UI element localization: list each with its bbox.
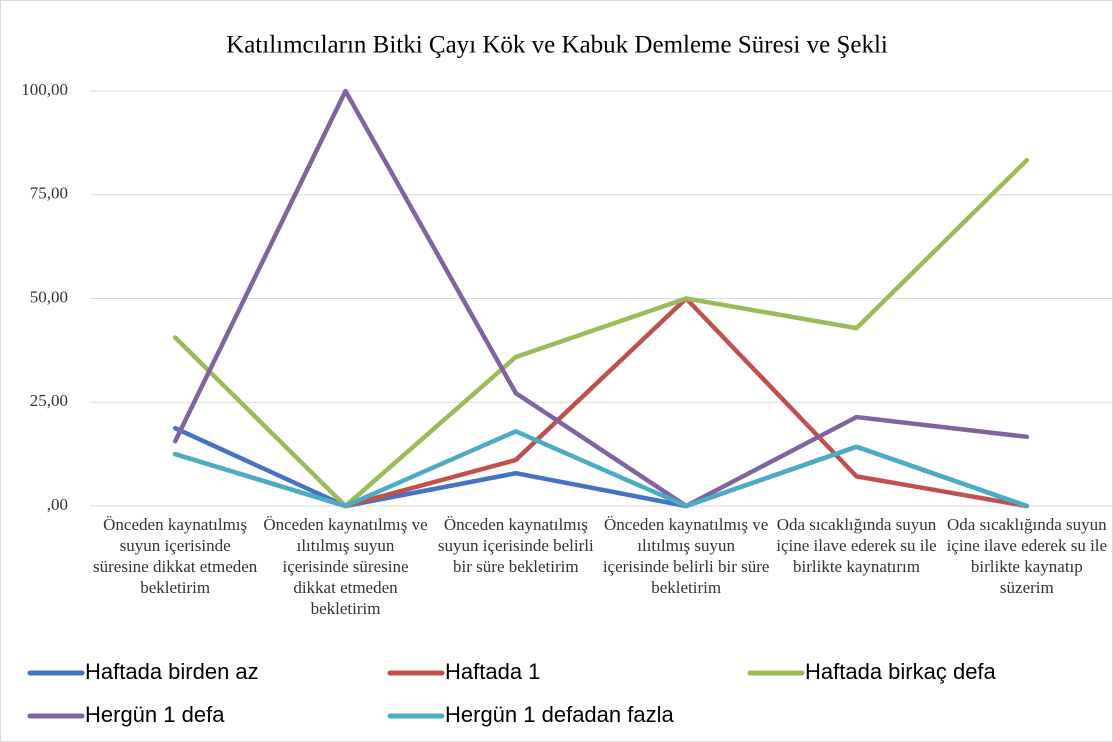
y-tick-label: 100,00: [21, 80, 68, 99]
y-tick-label: 50,00: [30, 287, 68, 306]
x-tick-label: Önceden kaynatılmış ve ılıtılmış suyun i…: [263, 515, 428, 618]
x-tick-label: Önceden kaynatılmış suyun içerisinde sür…: [93, 515, 258, 597]
legend-label: Hergün 1 defa: [85, 702, 225, 727]
x-tick-label: Oda sıcaklığında suyun içine ilave edere…: [946, 515, 1108, 597]
y-tick-label: 25,00: [30, 391, 68, 410]
legend-label: Haftada birden az: [85, 659, 259, 684]
x-tick-label: Oda sıcaklığında suyun içine ilave edere…: [776, 515, 937, 576]
series-line: [172, 429, 1030, 509]
series-line: [172, 157, 1030, 509]
legend-label: Haftada birkaç defa: [805, 659, 996, 684]
x-tick-label: Önceden kaynatılmış ve ılıtılmış suyun i…: [602, 515, 770, 597]
x-tick-label: Önceden kaynatılmış suyun içerisinde bel…: [437, 515, 594, 576]
y-tick-label: 75,00: [30, 184, 68, 203]
y-tick-label: ,00: [47, 495, 68, 514]
legend-label: Hergün 1 defadan fazla: [445, 702, 674, 727]
legend-label: Haftada 1: [445, 659, 541, 684]
chart-title: Katılımcıların Bitki Çayı Kök ve Kabuk D…: [226, 32, 888, 59]
series-line: [172, 88, 1030, 509]
